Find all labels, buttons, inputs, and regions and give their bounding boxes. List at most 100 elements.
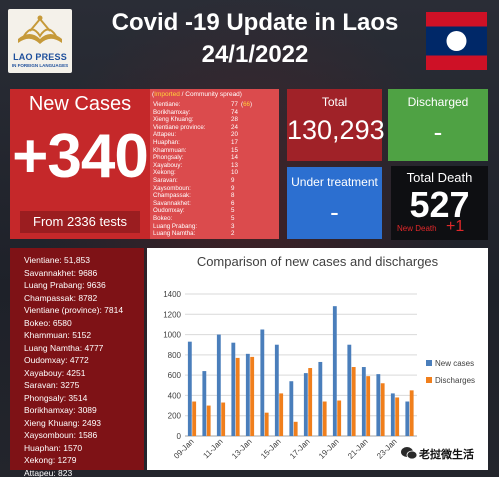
province-row: Attapeu: 823 — [24, 467, 73, 477]
imported-row-value: 28 — [231, 116, 238, 124]
x-tick-label: 17-Jan — [288, 437, 312, 461]
imported-row: Attapeu: 20 — [153, 131, 277, 139]
imported-row: Xieng Khuang: 28 — [153, 116, 277, 124]
province-row: Huaphan: 1570 — [24, 442, 83, 453]
imported-row-imported: (66) — [241, 101, 253, 108]
imported-row-name: Oudomxay: — [153, 207, 185, 215]
bar-discharges — [293, 421, 298, 436]
bar-discharges — [206, 405, 211, 436]
x-tick-label: 13-Jan — [230, 437, 254, 461]
bar-discharges — [221, 402, 226, 436]
imported-row-name: Xieng Khuang: — [153, 116, 194, 124]
province-row: Luang Namtha: 4777 — [24, 342, 104, 353]
total-value: 130,293 — [287, 115, 385, 145]
y-tick-label: 400 — [168, 391, 182, 400]
watermark: 老挝微生活 — [399, 444, 489, 462]
imported-row-name: Vientiane: — [153, 101, 181, 108]
imported-row: Savannakhet: 6 — [153, 200, 277, 208]
treatment-value: - — [330, 197, 339, 227]
imported-row-name: Borikhamxay: — [153, 108, 191, 116]
discharged-box: Discharged - — [388, 89, 488, 161]
province-row: Xaysomboun: 1586 — [24, 430, 98, 440]
x-tick-label: 19-Jan — [317, 437, 341, 461]
legend-label: New cases — [435, 359, 474, 368]
legend-swatch — [426, 377, 432, 383]
y-tick-label: 1200 — [163, 310, 181, 319]
new-cases-label: New Cases — [28, 93, 132, 115]
imported-row-name: Luang Prabang: — [153, 222, 198, 230]
y-tick-label: 1400 — [163, 290, 181, 299]
imported-row: Vientiane province: 24 — [153, 124, 277, 132]
treatment-label: Under treatment — [291, 175, 378, 189]
imported-label: Imported — [154, 91, 180, 98]
province-row: Luang Prabang: 9636 — [24, 280, 106, 290]
y-tick-label: 0 — [177, 432, 182, 441]
imported-row-value: 2 — [231, 230, 235, 238]
treatment-box: Under treatment - — [287, 167, 382, 239]
imported-row-value: 74 — [231, 108, 238, 116]
imported-row-name: Bokeo: — [153, 214, 173, 222]
new-death-value: +1 — [446, 218, 465, 235]
bar-new-cases — [274, 344, 279, 436]
bar-new-cases — [202, 371, 207, 436]
imported-row: Xekong: 10 — [153, 169, 277, 177]
imported-row-name: Champassak: — [153, 192, 191, 200]
imported-row: Saravan: 9 — [153, 177, 277, 185]
y-tick-label: 800 — [168, 351, 182, 360]
discharged-value: - — [433, 117, 443, 147]
wechat-icon — [401, 447, 417, 460]
province-row: Xekong: 1279 — [24, 455, 77, 465]
lao-press-logo: LAO PRESS IN FOREIGN LANGUAGES — [8, 9, 72, 73]
bar-discharges — [366, 376, 371, 436]
imported-row: Oudomxay: 5 — [153, 207, 277, 215]
bar-new-cases — [376, 374, 381, 436]
imported-community-panel: (Imported / Community spread) Vientiane:… — [150, 89, 279, 239]
imported-header: (Imported / Community spread) — [152, 91, 242, 98]
bar-new-cases — [347, 344, 352, 436]
new-cases-value: +340 — [12, 122, 149, 191]
imported-row-value: 17 — [231, 138, 238, 146]
bar-new-cases — [390, 393, 395, 436]
x-tick-label: 09-Jan — [172, 437, 196, 461]
imported-row-value: 14 — [231, 154, 238, 162]
bar-new-cases — [216, 334, 221, 436]
bar-new-cases — [231, 342, 236, 436]
imported-list: Vientiane: 77 (66) Borikhamxay: 74 Xieng Khua… — [153, 101, 277, 238]
page-date: 24/1/2022 — [201, 41, 309, 68]
imported-row-value: 13 — [231, 161, 238, 169]
legend-swatch — [426, 360, 432, 366]
bar-discharges — [235, 357, 240, 436]
total-label: Total — [321, 95, 348, 109]
community-label: Community spread) — [185, 91, 242, 98]
bar-discharges — [322, 401, 327, 436]
watermark-text: 老挝微生活 — [419, 449, 474, 461]
bar-discharges — [308, 368, 313, 436]
imported-row-name: Khammuan: — [153, 146, 187, 154]
imported-row: Bokeo: 5 — [153, 215, 277, 223]
imported-row-name: Savannakhet: — [153, 199, 191, 207]
imported-row-value: 20 — [231, 131, 238, 139]
bar-discharges — [250, 356, 255, 436]
imported-row-name: Xekong: — [153, 169, 176, 177]
x-tick-label: 11-Jan — [201, 437, 224, 460]
bar-new-cases — [303, 373, 308, 436]
imported-row: Luang Namtha: 2 — [153, 230, 277, 238]
imported-row-value: 9 — [231, 176, 235, 184]
imported-row-value: 5 — [231, 214, 235, 222]
imported-row-value: 24 — [231, 123, 238, 131]
imported-row-name: Xayabouy: — [153, 161, 183, 169]
y-tick-label: 200 — [168, 412, 182, 421]
x-tick-label: 21-Jan — [346, 437, 370, 461]
logo-name: LAO PRESS — [13, 52, 67, 62]
new-death-label: New Death — [397, 224, 437, 233]
bar-discharges — [192, 401, 197, 436]
bar-discharges — [409, 390, 414, 436]
comparison-chart: Comparison of new cases and discharges 0… — [147, 248, 488, 470]
death-label: Total Death — [406, 170, 473, 185]
imported-row: Xayabouy: 13 — [153, 162, 277, 170]
province-row: Phongsaly: 3514 — [24, 392, 88, 403]
bar-new-cases — [260, 329, 265, 436]
imported-row-name: Phongsaly: — [153, 154, 184, 162]
bar-new-cases — [405, 401, 410, 436]
province-row: Xieng Khuang: 2493 — [24, 417, 102, 428]
